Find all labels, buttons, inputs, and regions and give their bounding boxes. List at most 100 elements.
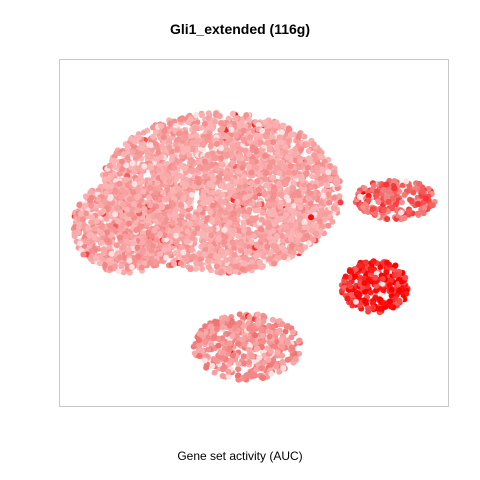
cell-point (119, 158, 126, 165)
cell-point (283, 224, 290, 231)
cell-point (184, 228, 191, 235)
cell-point (410, 189, 417, 196)
cell-point (226, 340, 233, 347)
cell-point (167, 233, 174, 239)
cell-point (301, 224, 308, 231)
cell-point (183, 256, 190, 263)
cell-point (102, 176, 109, 183)
cell-point (310, 236, 317, 243)
cell-point (226, 346, 233, 353)
cell-point (243, 213, 250, 220)
cell-point (259, 127, 266, 134)
cell-point (389, 205, 396, 212)
cell-point (415, 210, 422, 217)
cell-point (194, 225, 201, 232)
cell-point (198, 165, 205, 172)
cell-point (258, 344, 265, 351)
cell-point (296, 232, 303, 239)
cell-point (208, 232, 215, 239)
cell-point (266, 164, 273, 171)
cell-point (101, 261, 108, 268)
cell-point (160, 134, 167, 141)
cell-point (240, 353, 247, 360)
cell-point (279, 129, 285, 136)
cell-point (95, 196, 102, 203)
cell-point (268, 370, 275, 377)
cell-point (205, 110, 212, 117)
cell-point (80, 251, 87, 258)
cell-point (204, 197, 210, 203)
cell-point (141, 206, 148, 212)
cell-point (327, 176, 333, 183)
cell-point (97, 202, 104, 209)
cell-point (220, 324, 227, 331)
cell-point (239, 336, 246, 343)
cell-point (206, 264, 212, 271)
cell-point (331, 169, 338, 176)
cell-point (266, 122, 273, 129)
cell-point (248, 352, 255, 359)
cell-point (265, 357, 272, 363)
cell-point (154, 212, 161, 219)
cell-point (231, 120, 238, 127)
cell-point (282, 164, 289, 171)
cell-point (264, 243, 271, 250)
cell-point (264, 182, 271, 189)
cell-point (209, 150, 216, 157)
cell-point (289, 230, 296, 237)
cell-point (124, 206, 131, 213)
cell-point (106, 257, 112, 264)
cell-point (222, 169, 229, 176)
cell-point (401, 215, 408, 221)
cell-point (281, 254, 288, 261)
cell-point (290, 249, 297, 256)
cell-point (258, 216, 265, 223)
cell-point (248, 238, 255, 245)
cell-point (200, 141, 207, 148)
cell-point (289, 345, 296, 352)
cell-point (116, 170, 123, 177)
cell-point (195, 179, 202, 186)
cell-point (333, 181, 340, 188)
cell-point (260, 318, 267, 325)
cell-point (240, 127, 247, 134)
cell-point (111, 263, 118, 270)
cell-point (369, 206, 376, 213)
cell-point (215, 235, 222, 242)
cell-point (219, 373, 226, 379)
cell-point (253, 132, 260, 139)
cell-point (301, 186, 308, 193)
cell-point (231, 193, 238, 200)
cell-point (123, 238, 130, 245)
cell-point (325, 169, 332, 176)
cell-point (214, 326, 220, 333)
cell-point (235, 361, 242, 367)
cell-point (252, 194, 259, 201)
cell-point (138, 145, 145, 152)
cell-point (236, 311, 243, 318)
cell-point (264, 128, 271, 135)
cell-point (76, 201, 83, 208)
cell-point (250, 232, 257, 239)
cell-point (241, 341, 248, 348)
cell-point (172, 232, 179, 239)
cell-point (264, 139, 271, 146)
cell-point (166, 144, 173, 151)
cell-point (292, 355, 299, 362)
cell-point (155, 167, 162, 174)
cell-point (290, 180, 297, 187)
cell-point (262, 119, 269, 126)
cell-point (172, 250, 179, 257)
cell-point (194, 159, 201, 166)
cell-point (295, 134, 302, 141)
cell-point (221, 314, 228, 321)
cell-point (255, 121, 262, 128)
cell-point (372, 295, 379, 301)
cell-point (205, 133, 212, 140)
cell-point (283, 323, 290, 330)
cell-point (172, 122, 179, 129)
cell-point (373, 192, 379, 199)
cell-point (193, 112, 200, 118)
cell-point (270, 201, 277, 208)
cell-point (97, 230, 104, 237)
